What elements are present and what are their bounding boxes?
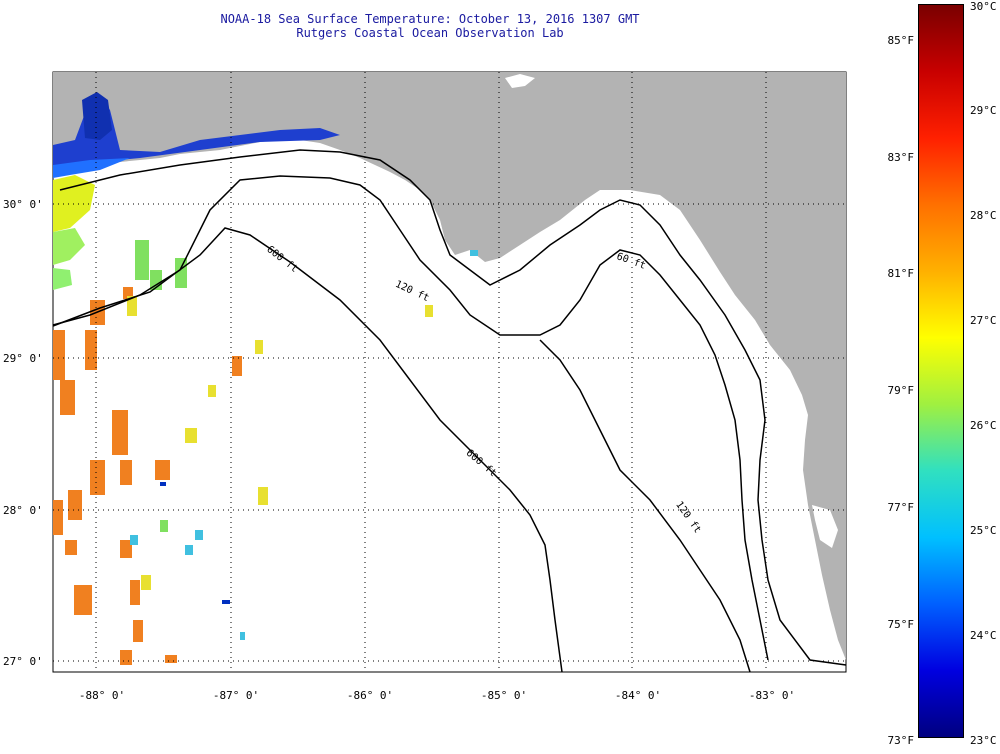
lat-label-29: 29° 0' [3,352,43,365]
lat-label-30: 30° 0' [3,198,43,211]
colorbar-f-label: 77°F [887,501,915,514]
lon-label-88: -88° 0' [78,689,126,702]
depth-contours [52,149,847,673]
colorbar-f-label: 85°F [887,34,915,47]
contour-120ft [52,175,769,661]
colorbar-f-label: 73°F [887,734,915,747]
colorbar-f-label: 75°F [887,618,915,631]
colorbar-c-label: 28°C [970,209,997,222]
contour-600ft [52,227,563,673]
colorbar-f-label: 83°F [887,151,915,164]
colorbar-f-label: 79°F [887,384,915,397]
temperature-colorbar [918,4,964,738]
contour-60ft [59,149,847,666]
lat-label-27: 27° 0' [3,655,43,668]
lon-label-87: -87° 0' [212,689,260,702]
lon-label-84: -84° 0' [614,689,662,702]
map-subtitle: Rutgers Coastal Ocean Observation Lab [296,26,564,40]
colorbar-c-label: 29°C [970,104,997,117]
colorbar-c-label: 24°C [970,629,997,642]
graticule [53,72,846,672]
land-area [53,72,846,660]
colorbar-c-label: 25°C [970,524,997,537]
lon-label-86: -86° 0' [346,689,394,702]
lon-label-85: -85° 0' [480,689,528,702]
coastal-cold-water [53,95,340,168]
colorbar-c-label: 27°C [970,314,997,327]
colorbar-c-label: 26°C [970,419,997,432]
lat-label-28: 28° 0' [3,504,43,517]
map-title: NOAA-18 Sea Surface Temperature: October… [220,12,640,26]
colorbar-f-label: 81°F [887,267,915,280]
colorbar-c-label: 23°C [970,734,997,747]
colorbar-c-label: 30°C [970,0,997,13]
sst-pixels [53,287,242,665]
lon-label-83: -83° 0' [748,689,796,702]
